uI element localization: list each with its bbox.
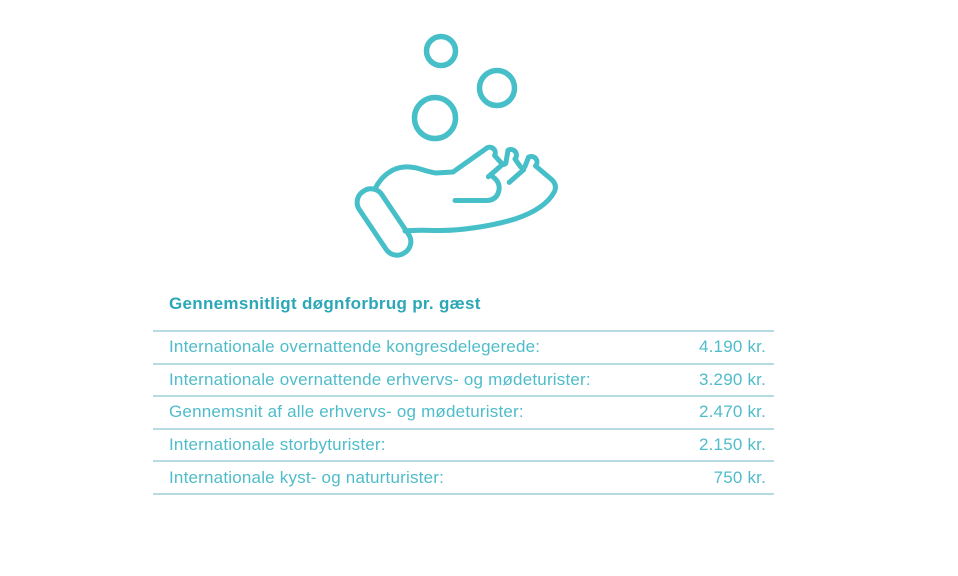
table-row: Internationale overnattende erhvervs- og… [153,362,774,396]
row-value: 4.190 kr. [698,337,766,357]
spending-table: Internationale overnattende kongresdeleg… [153,330,774,495]
palm-hook-line [452,174,502,203]
hand-cuff [354,186,414,258]
row-label: Internationale overnattende erhvervs- og… [169,369,591,389]
row-value: 3.290 kr. [698,369,766,389]
finger-separator-line [485,161,506,180]
row-label: Internationale storbyturister: [169,435,386,455]
coin-icon [476,67,518,109]
coin-icon [423,33,459,69]
row-label: Internationale kyst- og naturturister: [169,467,445,487]
row-value: 2.470 kr. [698,402,766,422]
hand-outline [373,144,558,234]
row-label: Internationale overnattende kongresdeleg… [169,337,541,357]
row-value: 2.150 kr. [698,435,766,455]
table-title: Gennemsnitligt døgnforbrug pr. gæst [169,294,481,313]
hand-receiving-coins-icon [354,33,558,258]
table-row: Internationale overnattende kongresdeleg… [153,330,774,363]
finger-separator-line [506,167,527,185]
row-label: Gennemsnit af alle erhvervs- og mødeturi… [169,402,524,422]
row-value: 750 kr. [713,467,766,487]
table-row: Gennemsnit af alle erhvervs- og mødeturi… [153,395,774,428]
coin-icon [411,94,459,142]
table-row: Internationale storbyturister: 2.150 kr. [153,427,774,461]
table-row: Internationale kyst- og naturturister: 75… [153,460,774,493]
